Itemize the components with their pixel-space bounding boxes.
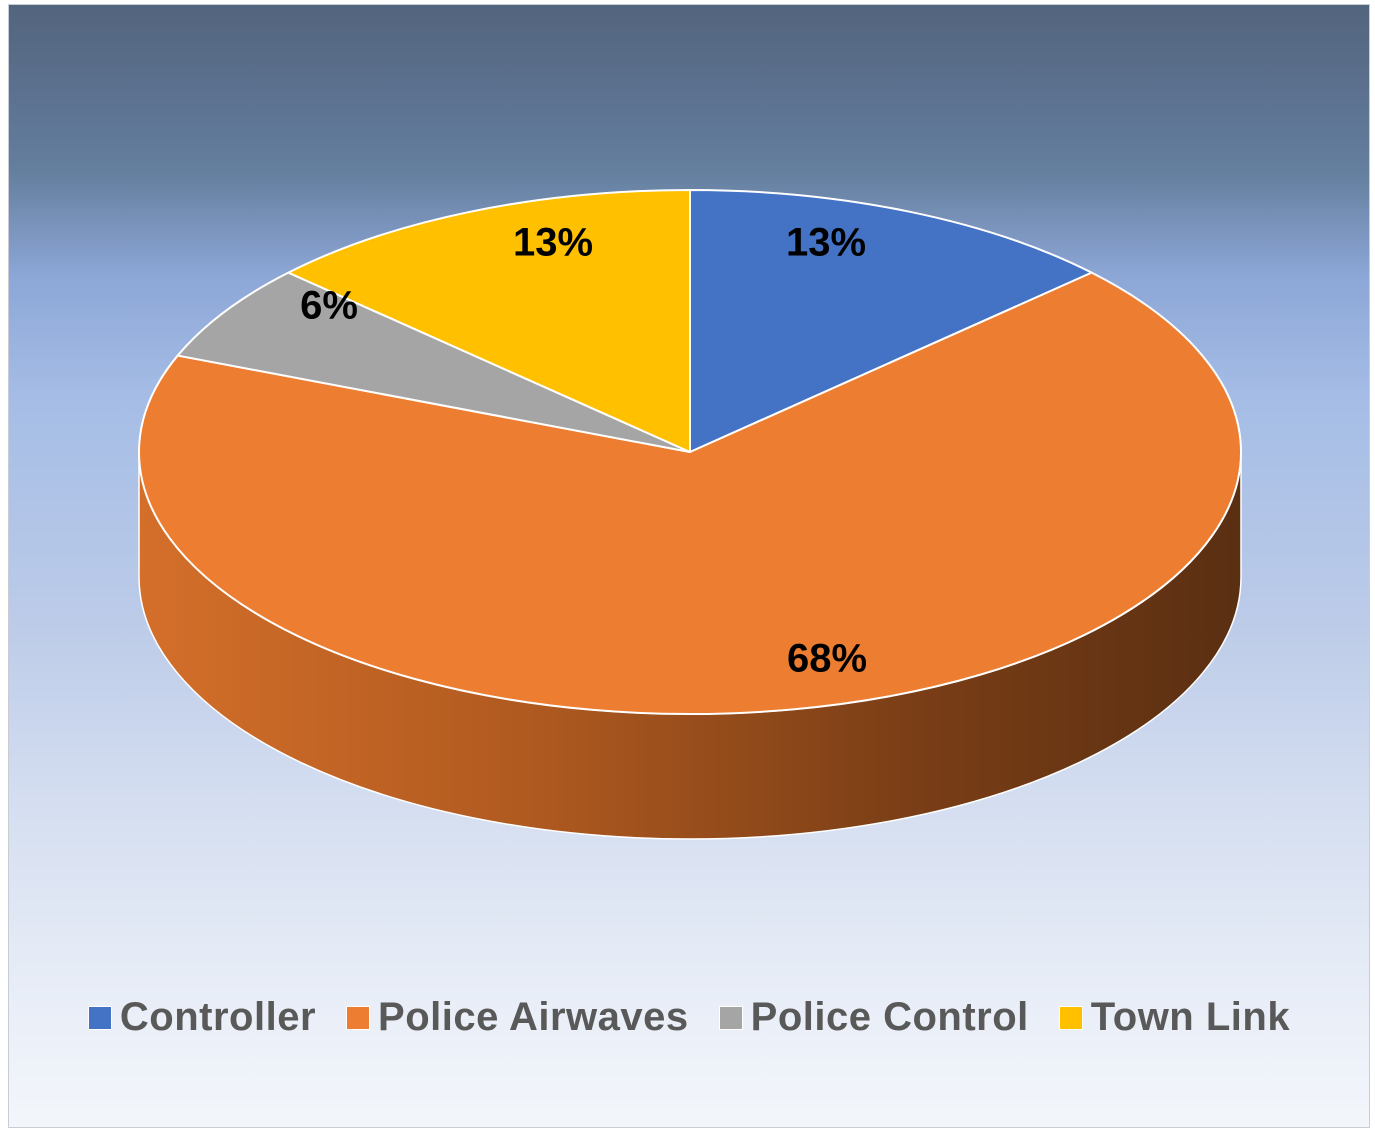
pie-slice-police-airwaves [138, 271, 1242, 715]
legend-label-police-airwaves: Police Airwaves [378, 995, 689, 1039]
data-label-town-link: 13% [513, 221, 593, 265]
data-label-police-airwaves: 68% [787, 637, 867, 681]
legend: Controller Police Airwaves Police Control T… [9, 995, 1369, 1040]
chart-area: 13% 68% 6% 13% Controller Police Airwaves Pol… [8, 4, 1370, 1128]
data-label-police-control: 6% [300, 284, 358, 328]
legend-item-police-airwaves: Police Airwaves [346, 995, 689, 1040]
legend-label-controller: Controller [119, 995, 317, 1039]
legend-item-controller: Controller [87, 995, 317, 1040]
legend-item-police-control: Police Control [718, 995, 1029, 1040]
data-label-controller: 13% [786, 221, 866, 265]
legend-label-town-link: Town Link [1090, 995, 1291, 1039]
pie-top-layer [138, 189, 1242, 715]
pie-label-layer: 13% 68% 6% 13% [300, 221, 867, 681]
legend-swatch-police-control [718, 1005, 743, 1030]
legend-swatch-police-airwaves [346, 1005, 371, 1030]
pie-slice-controller [689, 189, 1093, 453]
pie-slice-police-control [176, 271, 691, 453]
pie-chart: 13% 68% 6% 13% [138, 189, 1242, 840]
legend-swatch-town-link [1058, 1005, 1083, 1030]
legend-swatch-controller [87, 1005, 112, 1030]
pie-slice-town-link [287, 189, 691, 453]
legend-item-town-link: Town Link [1058, 995, 1291, 1040]
legend-label-police-control: Police Control [750, 995, 1029, 1039]
